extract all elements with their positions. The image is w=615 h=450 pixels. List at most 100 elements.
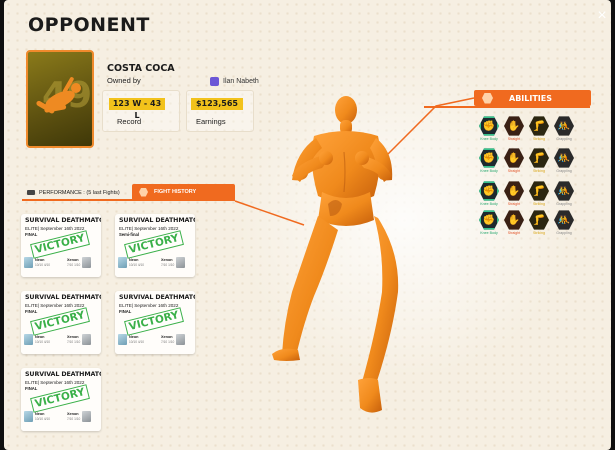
modal-title: OPPONENT bbox=[28, 14, 150, 36]
ability-label: Knee Body bbox=[480, 202, 498, 206]
fight-card[interactable]: SURVIVAL DEATHMATCH ELITE| September 16th… bbox=[21, 214, 101, 277]
ability-badge[interactable]: ✋ Straight bbox=[502, 181, 526, 209]
fighter-b: Xenon 7/10 1/10 bbox=[67, 332, 92, 346]
ability-move-icon: ✊ bbox=[479, 148, 499, 168]
ability-move-icon: 🤼 bbox=[554, 116, 574, 136]
fight-round: Semi-final bbox=[119, 232, 140, 237]
ability-badge[interactable]: ✊ Knee Body bbox=[477, 148, 501, 176]
abilities-underline bbox=[424, 106, 590, 108]
tab-performance[interactable]: PERFORMANCE : (5 last Fights) bbox=[22, 186, 132, 199]
fighter-b-score: 7/10 1/10 bbox=[67, 262, 81, 267]
ability-badge[interactable]: ✊ Knee Body bbox=[477, 116, 501, 144]
ability-label: Knee Body bbox=[480, 169, 498, 173]
fight-round: FINAL bbox=[25, 309, 38, 314]
close-icon[interactable]: × bbox=[597, 7, 607, 24]
ability-badge[interactable]: 🤼 Grappling bbox=[552, 181, 576, 209]
ability-badge[interactable]: ✊ Knee Body bbox=[477, 210, 501, 238]
ability-label: Grappling bbox=[556, 169, 572, 173]
ability-move-icon: ✋ bbox=[504, 116, 524, 136]
fight-subtitle: ELITE| September 16th 2022 bbox=[119, 226, 179, 231]
ability-label: Striking bbox=[533, 169, 545, 173]
tab-performance-label: PERFORMANCE : (5 last Fights) bbox=[39, 189, 120, 196]
ability-badge[interactable]: 🦵 Striking bbox=[527, 181, 551, 209]
ability-label: Grappling bbox=[556, 231, 572, 235]
fighter-a-score: 10/10 4/10 bbox=[129, 262, 145, 267]
ability-badge[interactable]: ✋ Straight bbox=[502, 116, 526, 144]
fighter-a-name: Neon bbox=[35, 411, 45, 416]
ability-badge[interactable]: 🤼 Grappling bbox=[552, 210, 576, 238]
fight-title: SURVIVAL DEATHMATCH bbox=[119, 217, 195, 224]
fighter-b: Xenon 7/10 1/10 bbox=[161, 255, 186, 269]
opponent-name: COSTA COCA bbox=[107, 63, 175, 74]
fighter-a-score: 10/10 4/10 bbox=[35, 416, 51, 421]
ability-badge[interactable]: ✊ Knee Body bbox=[477, 181, 501, 209]
ability-label: Straight bbox=[507, 137, 521, 141]
fight-title: SURVIVAL DEATHMATCH bbox=[119, 294, 195, 301]
ability-move-icon: 🦵 bbox=[529, 181, 549, 201]
fighter-a-name: Neon bbox=[35, 257, 45, 262]
ability-move-icon: ✋ bbox=[504, 210, 524, 230]
fighter-b: Xenon 7/10 1/10 bbox=[67, 409, 92, 423]
fighter-a-score: 10/10 4/10 bbox=[35, 262, 51, 267]
fighter-a-score: 10/10 4/10 bbox=[129, 339, 145, 344]
earnings-stat: $123,565 Earnings bbox=[186, 90, 254, 132]
ability-badge[interactable]: 🦵 Striking bbox=[527, 148, 551, 176]
ability-move-icon: ✊ bbox=[479, 116, 499, 136]
ability-move-icon: ✋ bbox=[504, 148, 524, 168]
fighter-a-avatar bbox=[24, 410, 33, 422]
fight-card[interactable]: SURVIVAL DEATHMATCH ELITE| September 16th… bbox=[115, 214, 195, 277]
record-stat: 123 W - 43 L Record bbox=[102, 90, 180, 132]
fighter-b-avatar bbox=[82, 256, 92, 268]
ability-label: Striking bbox=[533, 231, 545, 235]
fight-round: FINAL bbox=[25, 386, 38, 391]
abilities-title: ABILITIES bbox=[509, 93, 552, 103]
fight-card[interactable]: SURVIVAL DEATHMATCH ELITE| September 16th… bbox=[21, 368, 101, 431]
fighter-a: Neon 10/10 4/10 bbox=[24, 332, 50, 346]
bus-icon bbox=[27, 190, 35, 195]
earnings-value: $123,565 bbox=[191, 98, 243, 110]
ability-badge[interactable]: ✋ Straight bbox=[502, 148, 526, 176]
ability-label: Straight bbox=[507, 231, 521, 235]
earnings-label: Earnings bbox=[196, 117, 226, 126]
ability-move-icon: ✋ bbox=[504, 181, 524, 201]
fighter-a-name: Neon bbox=[35, 334, 45, 339]
fighter-3d-figure bbox=[272, 96, 399, 413]
fighter-a: Neon 10/10 4/10 bbox=[118, 332, 144, 346]
owner-link[interactable]: Ilan Nabeth bbox=[210, 77, 259, 86]
hexagon-icon bbox=[482, 92, 493, 104]
ability-label: Straight bbox=[507, 202, 521, 206]
fighter-b-name: Xenon bbox=[67, 257, 79, 262]
ability-label: Striking bbox=[533, 202, 545, 206]
fighter-a-avatar bbox=[24, 256, 33, 268]
fighter-a-avatar bbox=[118, 256, 127, 268]
ability-label: Grappling bbox=[556, 202, 572, 206]
ability-move-icon: 🤼 bbox=[554, 181, 574, 201]
portrait-fighter-icon: 49 bbox=[36, 75, 92, 116]
ability-badge[interactable]: 🤼 Grappling bbox=[552, 116, 576, 144]
ability-badge[interactable]: 🤼 Grappling bbox=[552, 148, 576, 176]
ability-badge[interactable]: ✋ Straight bbox=[502, 210, 526, 238]
hexagon-icon bbox=[139, 187, 148, 197]
fighter-a: Neon 10/10 4/10 bbox=[24, 409, 50, 423]
ability-badge[interactable]: 🦵 Striking bbox=[527, 116, 551, 144]
ability-label: Knee Body bbox=[480, 231, 498, 235]
fighter-b-name: Xenon bbox=[161, 334, 173, 339]
ability-badge[interactable]: 🦵 Striking bbox=[527, 210, 551, 238]
owner-avatar-icon bbox=[210, 77, 219, 86]
fight-round: FINAL bbox=[119, 309, 132, 314]
tab-underline bbox=[22, 199, 235, 201]
ability-move-icon: ✊ bbox=[479, 210, 499, 230]
fight-subtitle: ELITE| September 16th 2022 bbox=[25, 303, 85, 308]
ability-label: Straight bbox=[507, 169, 521, 173]
fight-card[interactable]: SURVIVAL DEATHMATCH ELITE| September 16th… bbox=[115, 291, 195, 354]
tab-fight-history[interactable]: FIGHT HISTORY bbox=[132, 184, 235, 200]
fighter-a-name: Neon bbox=[129, 334, 139, 339]
fighter-a: Neon 10/10 4/10 bbox=[118, 255, 144, 269]
fighter-b-score: 7/10 1/10 bbox=[67, 416, 81, 421]
ability-move-icon: 🤼 bbox=[554, 148, 574, 168]
opponent-modal: OPPONENT 49 COSTA COCA Owned by Ilan Nab… bbox=[4, 0, 611, 450]
fight-card[interactable]: SURVIVAL DEATHMATCH ELITE| September 16th… bbox=[21, 291, 101, 354]
tab-fight-history-label: FIGHT HISTORY bbox=[154, 189, 197, 195]
fight-subtitle: ELITE| September 16th 2022 bbox=[25, 380, 85, 385]
fighter-b-avatar bbox=[176, 333, 186, 345]
